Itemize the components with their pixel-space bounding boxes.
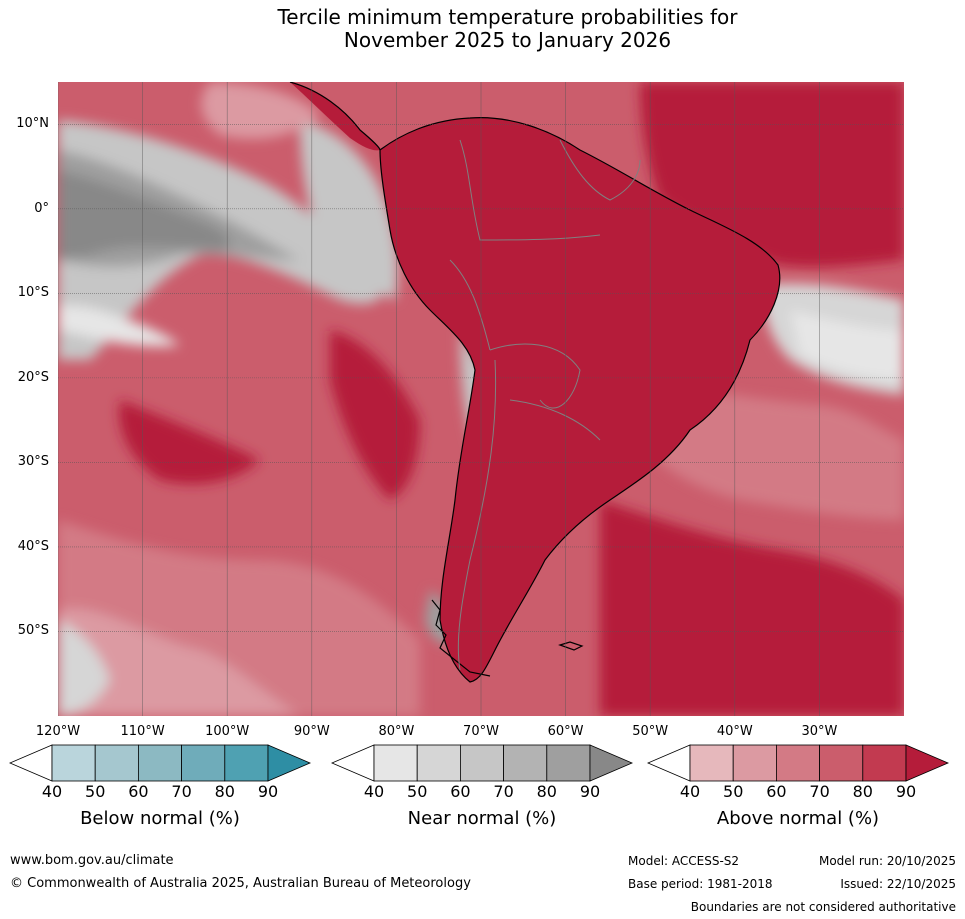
coastline: [379, 117, 781, 683]
colorbar-near-segment: [373, 744, 418, 782]
colorbar-near-tick: 80: [536, 782, 557, 801]
colorbar-above-tick: 70: [809, 782, 830, 801]
colorbar-near-title: Near normal (%): [407, 808, 557, 829]
colorbar-above-tick: 50: [723, 782, 744, 801]
colorbar-below-segment: [94, 744, 139, 782]
region-pacific-central-deep: [119, 400, 261, 484]
region-equatorial-pacific-darkest: [58, 170, 231, 258]
colorbar-above-tick: 80: [852, 782, 873, 801]
colorbar-near-segment: [503, 744, 548, 782]
colorbar-above-segment: [819, 744, 864, 782]
boundary-argentina-north: [509, 399, 601, 441]
colorbar-below-segment: [224, 744, 269, 782]
chart-title-line-1: Tercile minimum temperature probabilitie…: [277, 5, 738, 29]
lon-tick-label: 120°W: [35, 724, 81, 739]
lon-tick-label: 70°W: [463, 724, 499, 739]
colorbar-below-tick: 90: [257, 782, 279, 801]
region-caribbean-light: [201, 82, 320, 139]
colorbar-below-tick: 60: [128, 782, 149, 801]
colorbar-above-segment: [732, 744, 777, 782]
colorbar-above-segment: [776, 744, 821, 782]
boundary-bolivia: [489, 343, 581, 409]
colorbar-above-segment: [689, 744, 734, 782]
colorbar-above-segment: [862, 744, 907, 782]
land-outlines: [289, 82, 781, 683]
south-america-land: [380, 117, 780, 682]
colorbar-below-segment: [51, 744, 96, 782]
region-southwest-corner-near: [58, 620, 110, 716]
colorbar-near-tick: 40: [363, 782, 385, 801]
lat-tick-label: 30°S: [17, 454, 49, 470]
lon-tick-label: 40°W: [716, 724, 753, 739]
lat-tick-label: 10°N: [16, 116, 49, 132]
boundary-peru-brazil: [449, 259, 491, 351]
colorbar-below-segment: [181, 744, 226, 782]
lon-tick-label: 50°W: [632, 724, 669, 739]
colorbar-below-tick: 50: [85, 782, 106, 801]
tierra-del-fuego-islands: [431, 599, 491, 677]
region-peru-coast-grey: [300, 120, 398, 300]
colorbar-near-segment: [459, 744, 504, 782]
country-boundaries: [449, 139, 641, 671]
colorbar-above-low-arrow: [646, 744, 691, 782]
gridlines: [58, 82, 904, 716]
region-southeast-pacific-pale: [58, 608, 300, 716]
lon-tick-label: 30°W: [801, 724, 838, 739]
map-field: [58, 82, 904, 716]
issued-label: Issued: 22/10/2025: [840, 877, 956, 891]
colorbar-above-tick: 90: [895, 782, 917, 801]
lat-tick-label: 0°: [34, 200, 49, 216]
colorbar-near-low-arrow: [330, 744, 375, 782]
central-america-coast: [289, 82, 381, 151]
colorbar-below-tick: 70: [171, 782, 192, 801]
model-run-label: Model run: 20/10/2025: [818, 854, 956, 868]
colorbar-near-tick: 90: [579, 782, 601, 801]
falkland-islands: [558, 641, 584, 651]
colorbar-near-segment: [546, 744, 591, 782]
lat-tick-label: 20°S: [17, 369, 49, 385]
colorbar-above-tick: 40: [679, 782, 701, 801]
colorbar-near-tick: 50: [407, 782, 428, 801]
region-atlantic-deep-red: [600, 500, 904, 716]
colorbar-above-high-arrow: [905, 744, 950, 782]
colorbar-near-high-arrow: [589, 744, 634, 782]
colorbar-above-tick: 60: [766, 782, 787, 801]
disclaimer-text: Boundaries are not considered authoritat…: [690, 900, 956, 914]
website-link[interactable]: www.bom.gov.au/climate: [10, 853, 174, 868]
copyright-text: © Commonwealth of Australia 2025, Austra…: [10, 876, 471, 891]
region-atlantic-near-east-light: [790, 310, 904, 380]
lon-tick-label: 90°W: [293, 724, 330, 739]
colorbar-below-title: Below normal (%): [80, 808, 240, 829]
lat-tick-label: 40°S: [17, 538, 49, 554]
central-america-land: [290, 82, 380, 151]
colorbar-near-tick: 60: [450, 782, 471, 801]
model-label: Model: ACCESS-S2: [628, 854, 740, 868]
colorbar-above-title: Above normal (%): [716, 808, 880, 829]
boundary-venezuela-guyana: [559, 139, 641, 201]
colorbar-below-high-arrow: [267, 744, 312, 782]
colorbar-below-tick: 40: [41, 782, 63, 801]
lon-tick-label: 80°W: [378, 724, 415, 739]
lat-tick-label: 10°S: [17, 285, 49, 301]
colorbar-near-segment: [416, 744, 461, 782]
colorbar-near-tick: 70: [493, 782, 514, 801]
colorbar-below-segment: [137, 744, 182, 782]
region-pacific-chile-deep: [330, 330, 420, 500]
colorbar-below-low-arrow: [8, 744, 53, 782]
chart-title-line-2: November 2025 to January 2026: [343, 28, 672, 52]
lon-tick-label: 100°W: [205, 724, 250, 739]
boundary-colombia-brazil: [459, 139, 601, 241]
lon-tick-label: 60°W: [547, 724, 584, 739]
colorbars: [8, 744, 950, 782]
region-pacific-light-band: [58, 305, 180, 347]
lon-tick-label: 110°W: [120, 724, 165, 739]
boundary-chile-argentina: [457, 359, 497, 671]
base-period-label: Base period: 1981-2018: [628, 877, 773, 891]
colorbar-below-tick: 80: [214, 782, 235, 801]
lat-tick-label: 50°S: [17, 623, 49, 639]
